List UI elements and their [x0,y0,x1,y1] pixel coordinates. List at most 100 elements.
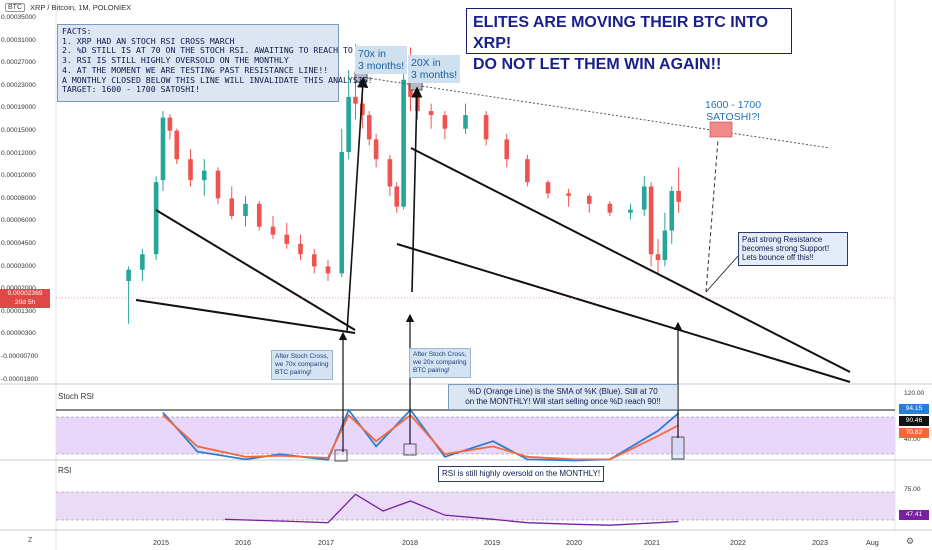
candle-body [662,230,668,261]
wedge-1-upper [155,209,356,331]
candle-body [353,96,358,104]
tag-70x-line: 70x in [358,48,387,60]
time-tick: 2020 [566,538,582,547]
candle-body [167,117,173,131]
target-projection [705,139,719,293]
facts-line: TARGET: 1600 - 1700 SATOSHI! [62,84,201,95]
target-line: 1600 - 1700 [705,99,762,111]
candle-body [325,266,331,274]
candle-body [401,79,406,207]
z-button[interactable]: Z [28,537,33,544]
gear-icon[interactable]: ⚙ [906,536,915,546]
facts-line: 4. AT THE MOMENT WE ARE TESTING PAST RES… [62,64,329,75]
candle-body [387,159,393,187]
price-tick: 0.00003000 [1,262,36,270]
headline-line: DO NOT LET THEM WIN AGAIN!! [473,56,722,73]
price-tick: 0.00027000 [1,59,36,67]
support-line: Past strong Resistance [742,235,823,244]
rsi-label: RSI [58,466,72,475]
time-tick: 2016 [235,538,251,547]
candle-body [366,115,372,140]
d-note-line: %D (Orange Line) is the SMA of %K (Blue)… [468,387,658,396]
price-tick: 0.00031000 [1,36,36,44]
price-tick: -0.00001800 [1,375,39,383]
candle-body [360,103,365,116]
rsi-note: RSI is still highly oversold on the MONT… [438,466,605,482]
price-tick: 0.00002000 [1,285,36,292]
candle-body [525,159,530,183]
tag-20x: 20X in 3 months! [408,55,461,83]
stoch-cross-1-line: BTC pairing! [275,369,312,376]
candle-body [586,195,592,204]
candle-body [339,151,345,274]
tag-20x-line: 3 months! [411,69,458,81]
stoch-cross-1-line: we 70x comparing [275,361,329,368]
candle-body [655,254,661,261]
candle-body [504,139,510,160]
facts-line: 1. XRP HAD AN STOCH RSI CROSS MARCH [62,35,235,46]
price-tick: 0.00035000 [1,14,36,21]
candle-body [483,115,489,140]
facts-note: FACTS: 1. XRP HAD AN STOCH RSI CROSS MAR… [57,24,377,102]
stoch-cross-2-line: After Stoch Cross, [413,351,467,358]
wedge-2-upper [410,147,851,373]
resistance-dotted [354,75,831,149]
time-tick: Aug [866,538,879,547]
candle-body [346,96,351,152]
target-label: 1600 - 1700 SATOSHI?! [705,99,761,123]
facts-line: FACTS: [62,26,92,36]
candle-body [215,170,221,199]
price-tick: 0.00006000 [1,217,36,225]
support-line: becomes strong Support! [742,244,830,254]
last-price-box: 0.00002369 20d 5h [0,289,50,308]
stoch-cross-2-line: BTC pairing! [413,367,450,374]
stoch-level-value: 90.46 [899,416,929,426]
price-tick: 0.00012000 [1,149,36,157]
stoch-cross-1-line: After Stoch Cross, [275,353,329,360]
candle-body [607,203,613,213]
price-tick: 0.00004500 [1,240,36,247]
price-tick: 0.00000300 [1,330,36,338]
candle-body [153,182,159,255]
tag-20x-line: 20X in [411,57,441,69]
candle-body [298,243,303,255]
last-price: 0.00002369 [7,290,43,297]
time-tick: 2015 [153,538,169,547]
price-tick: 0.00015000 [1,127,36,134]
candle-body [373,139,379,160]
rsi-tick: 75.00 [904,486,921,493]
price-tick: 0.00010000 [1,172,36,180]
arrow-support-note [705,255,739,293]
stoch-rsi-label: Stoch RSI [58,392,95,401]
headline-note: ELITES ARE MOVING THEIR BTC INTO XRP! DO… [466,8,792,73]
price-tick: -0.00000700 [1,353,39,360]
stoch-box-2021 [671,436,685,460]
stoch-rsi-band [56,409,895,455]
candle-body [243,203,248,216]
wedge-1-lower [135,299,356,334]
candle-body [174,130,180,160]
candle-body [545,182,551,194]
stoch-k-value: 94.15 [899,404,929,414]
candle-body [669,190,675,231]
wedge-2-lower [396,243,851,383]
candle-body [641,186,647,210]
price-tick: 0.00023000 [1,81,36,89]
arrows [338,76,739,452]
stoch-cross-note-2: After Stoch Cross, we 20x comparing BTC … [409,348,471,378]
headline-line: ELITES ARE MOVING THEIR BTC INTO XRP! [473,14,769,52]
price-tick: 0.00001300 [1,307,36,315]
candle-body [311,254,317,267]
time-tick: 2019 [484,538,500,547]
candle-body [229,198,235,216]
candle-body [648,186,654,255]
symbol-chip[interactable]: BTC [5,3,25,12]
target-box [709,121,733,138]
stoch-cross-note-1: After Stoch Cross, we 70x comparing BTC … [271,350,333,380]
candle-body [140,254,145,270]
rsi-band [56,491,895,521]
stoch-d-value: 70.82 [899,428,929,438]
price-tick: 0.00008000 [1,194,36,202]
candle-body [284,234,290,244]
